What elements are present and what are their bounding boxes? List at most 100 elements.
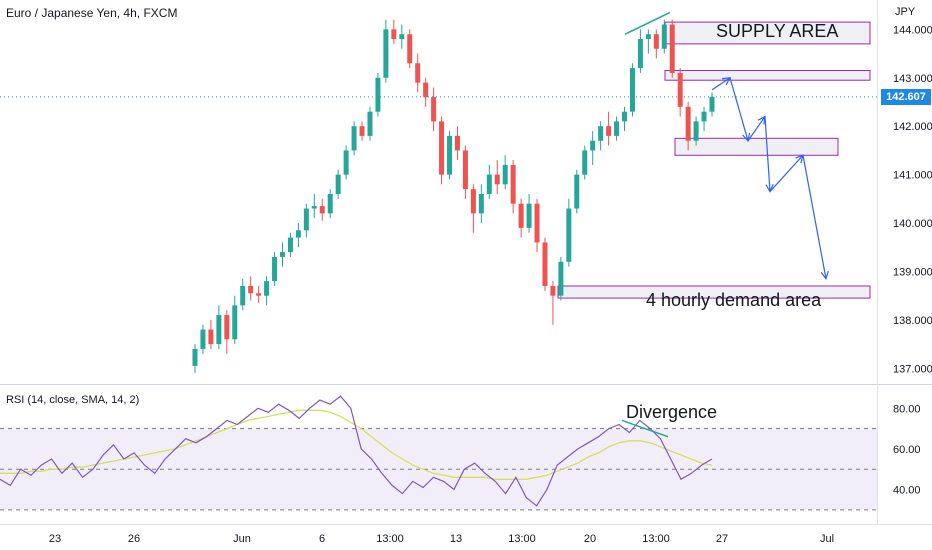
- time-tick-label: Jul: [820, 533, 834, 545]
- candle-body: [192, 348, 198, 366]
- candle-body: [351, 126, 357, 151]
- candle-body: [232, 305, 238, 340]
- candle-body: [693, 121, 699, 141]
- price-tick-label: 138.000: [893, 315, 932, 327]
- candle-body: [399, 34, 405, 40]
- candle-body: [279, 252, 285, 257]
- candle-body: [701, 111, 707, 122]
- demand-zone[interactable]: [674, 137, 839, 156]
- candle-body: [518, 203, 524, 228]
- rsi-band-background: 80.00 60.00 40.00: [0, 403, 921, 511]
- candle-body: [574, 174, 580, 209]
- zones-layer: [557, 11, 871, 299]
- projection-layer: [711, 77, 829, 281]
- candle-body: [447, 135, 453, 175]
- demand-area-label: 4 hourly demand area: [646, 290, 822, 310]
- projection-segment: [802, 155, 827, 279]
- candle-body: [383, 29, 389, 78]
- candles-layer: [192, 19, 715, 374]
- rsi-ma-line: [0, 409, 713, 480]
- candle-body: [542, 242, 548, 286]
- candle-body: [494, 174, 500, 185]
- candle-body: [454, 135, 460, 151]
- candle-body: [598, 126, 604, 141]
- time-tick-label: 23: [49, 533, 61, 545]
- candle-body: [606, 126, 612, 136]
- candle-body: [669, 24, 675, 73]
- candle-body: [590, 140, 596, 151]
- current-price-badge: 142.607: [881, 89, 931, 105]
- projection-segment: [711, 77, 731, 91]
- projection-arrowhead: [757, 115, 766, 125]
- projection-segment: [729, 77, 749, 141]
- price-divergence-line[interactable]: [624, 11, 671, 35]
- supply-area-label: SUPPLY AREA: [716, 21, 838, 41]
- supply-zone[interactable]: [664, 70, 871, 81]
- projection-segment: [769, 154, 804, 192]
- candle-body: [566, 208, 572, 262]
- projection-segment: [764, 116, 771, 192]
- rsi-pane[interactable]: [0, 387, 877, 524]
- candle-body: [645, 34, 651, 40]
- candle-body: [439, 121, 445, 175]
- price-axis[interactable]: 144.000 143.000 142.000 141.000 140.000 139.0…: [893, 24, 932, 375]
- time-tick-label: 27: [716, 533, 728, 545]
- candle-body: [367, 111, 373, 136]
- rsi-label: RSI (14, close, SMA, 14, 2): [6, 394, 139, 406]
- currency-label: JPY: [895, 6, 916, 18]
- candle-body: [287, 237, 293, 253]
- candle-body: [478, 194, 484, 214]
- candle-body: [614, 121, 620, 136]
- candle-body: [311, 206, 317, 209]
- time-tick-label: 13:00: [376, 533, 404, 545]
- candle-body: [240, 286, 246, 306]
- candle-body: [303, 208, 309, 231]
- candle-body: [653, 34, 659, 49]
- candle-body: [677, 72, 683, 107]
- candle-body: [248, 286, 254, 294]
- candle-body: [327, 194, 333, 214]
- candle-body: [534, 203, 540, 243]
- projection-arrowhead: [795, 154, 804, 164]
- projection-segment: [747, 116, 766, 142]
- candle-body: [335, 174, 341, 194]
- candle-body: [470, 189, 476, 214]
- candle-body: [462, 150, 468, 190]
- time-axis[interactable]: 23 26 Jun 6 13:00 13 13:00 20 13:00 27 Jul: [49, 533, 834, 545]
- candle-body: [391, 29, 397, 40]
- price-tick-label: 141.000: [893, 170, 932, 182]
- candle-body: [423, 82, 429, 98]
- time-tick-label: 20: [584, 533, 596, 545]
- candle-body: [216, 315, 222, 345]
- time-tick-label: 13:00: [642, 533, 670, 545]
- candle-body: [415, 63, 421, 83]
- candle-body: [319, 206, 325, 214]
- time-tick-label: Jun: [233, 533, 251, 545]
- candle-body: [295, 230, 301, 238]
- price-tick-label: 140.000: [893, 218, 932, 230]
- candle-body: [208, 329, 214, 345]
- projection-arrowhead: [820, 270, 829, 281]
- demand-zone[interactable]: [557, 285, 871, 299]
- candle-body: [272, 256, 278, 282]
- candle-body: [550, 286, 556, 296]
- candle-body: [510, 164, 516, 204]
- candle-body: [200, 329, 206, 349]
- rsi-tick-label: 40.00: [893, 485, 921, 497]
- candle-body: [661, 24, 667, 49]
- symbol-title[interactable]: Euro / Japanese Yen, 4h, FXCM: [6, 6, 178, 20]
- candle-body: [264, 281, 270, 296]
- candle-body: [375, 77, 381, 112]
- price-pane[interactable]: [0, 0, 877, 382]
- candle-body: [256, 293, 262, 296]
- candle-body: [502, 164, 508, 185]
- projection-arrowhead: [742, 132, 751, 143]
- rsi-tick-label: 60.00: [893, 444, 921, 456]
- rsi-layer: [0, 395, 713, 507]
- candle-body: [622, 111, 628, 122]
- divergence-label: Divergence: [626, 402, 717, 422]
- projection-arrowhead: [765, 183, 774, 193]
- rsi-divergence-line[interactable]: [621, 419, 669, 438]
- time-tick-label: 13: [450, 533, 462, 545]
- candle-body: [629, 68, 635, 112]
